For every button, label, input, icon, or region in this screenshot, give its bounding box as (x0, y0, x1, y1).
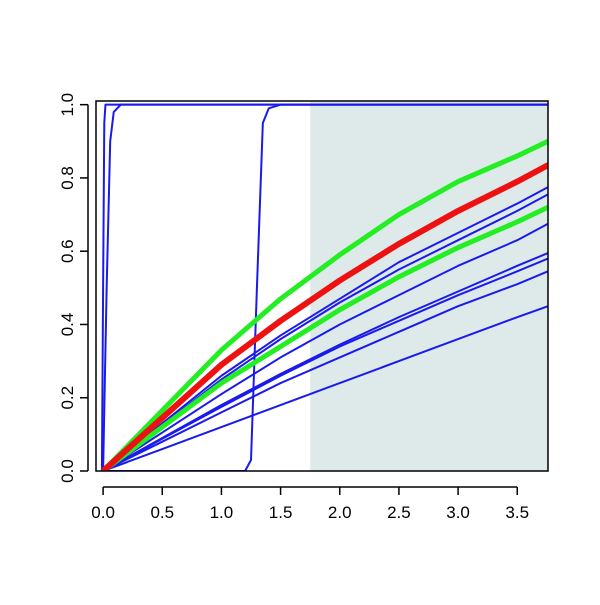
series-line (102, 186, 548, 471)
x-tick-label: 1.0 (210, 503, 234, 522)
x-tick-label: 0.0 (91, 503, 115, 522)
series-group (100, 103, 548, 471)
y-tick-label: 0.0 (58, 459, 77, 483)
x-tick-label: 2.5 (387, 503, 411, 522)
series-line (101, 204, 548, 471)
series-line (102, 305, 548, 471)
x-tick-label: 1.5 (269, 503, 293, 522)
y-tick-label: 0.2 (58, 386, 77, 410)
series-line (101, 162, 548, 471)
series-line (102, 222, 548, 471)
y-tick-label: 1.0 (58, 93, 77, 117)
y-tick-label: 0.4 (58, 313, 77, 337)
series-line (102, 103, 548, 471)
series-line (102, 257, 548, 471)
x-tick-label: 0.5 (150, 503, 174, 522)
series-line (102, 270, 548, 471)
shaded-region (310, 101, 548, 471)
y-tick-label: 0.6 (58, 239, 77, 263)
x-tick-label: 3.0 (446, 503, 470, 522)
y-tick-label: 0.8 (58, 166, 77, 190)
series-line (101, 139, 548, 471)
x-tick-label: 2.0 (328, 503, 352, 522)
x-tick-label: 3.5 (505, 503, 529, 522)
plot-box (95, 100, 549, 472)
series-line (103, 103, 548, 471)
